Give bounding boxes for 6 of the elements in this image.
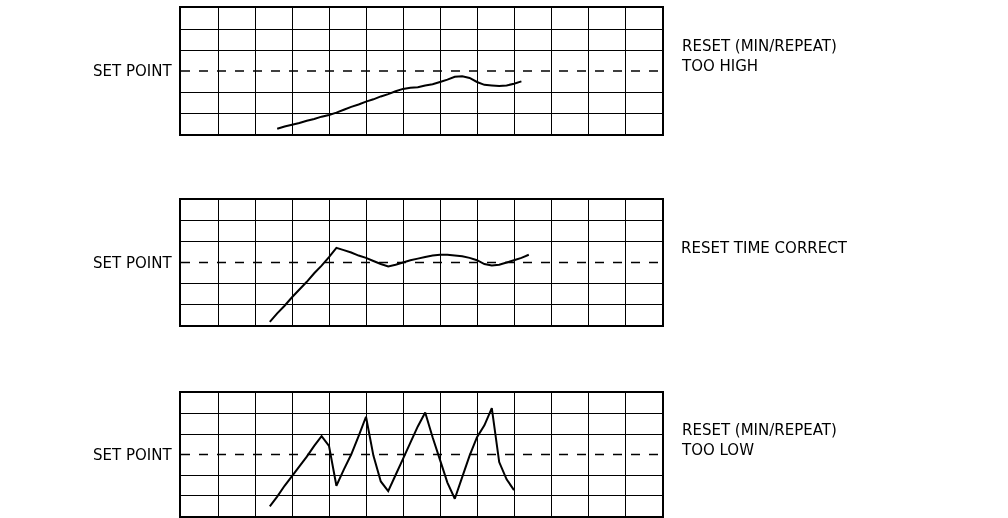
ref-line-label: SET POINT — [93, 254, 173, 272]
ref-line-label: SET POINT — [93, 446, 173, 464]
text: RESET TIME CORRECT — [681, 239, 848, 257]
ref-line-label: SET POINT — [93, 62, 173, 80]
text: RESET (MIN/REPEAT) TOO LOW — [681, 421, 837, 459]
text: RESET (MIN/REPEAT) TOO HIGH — [681, 37, 837, 75]
